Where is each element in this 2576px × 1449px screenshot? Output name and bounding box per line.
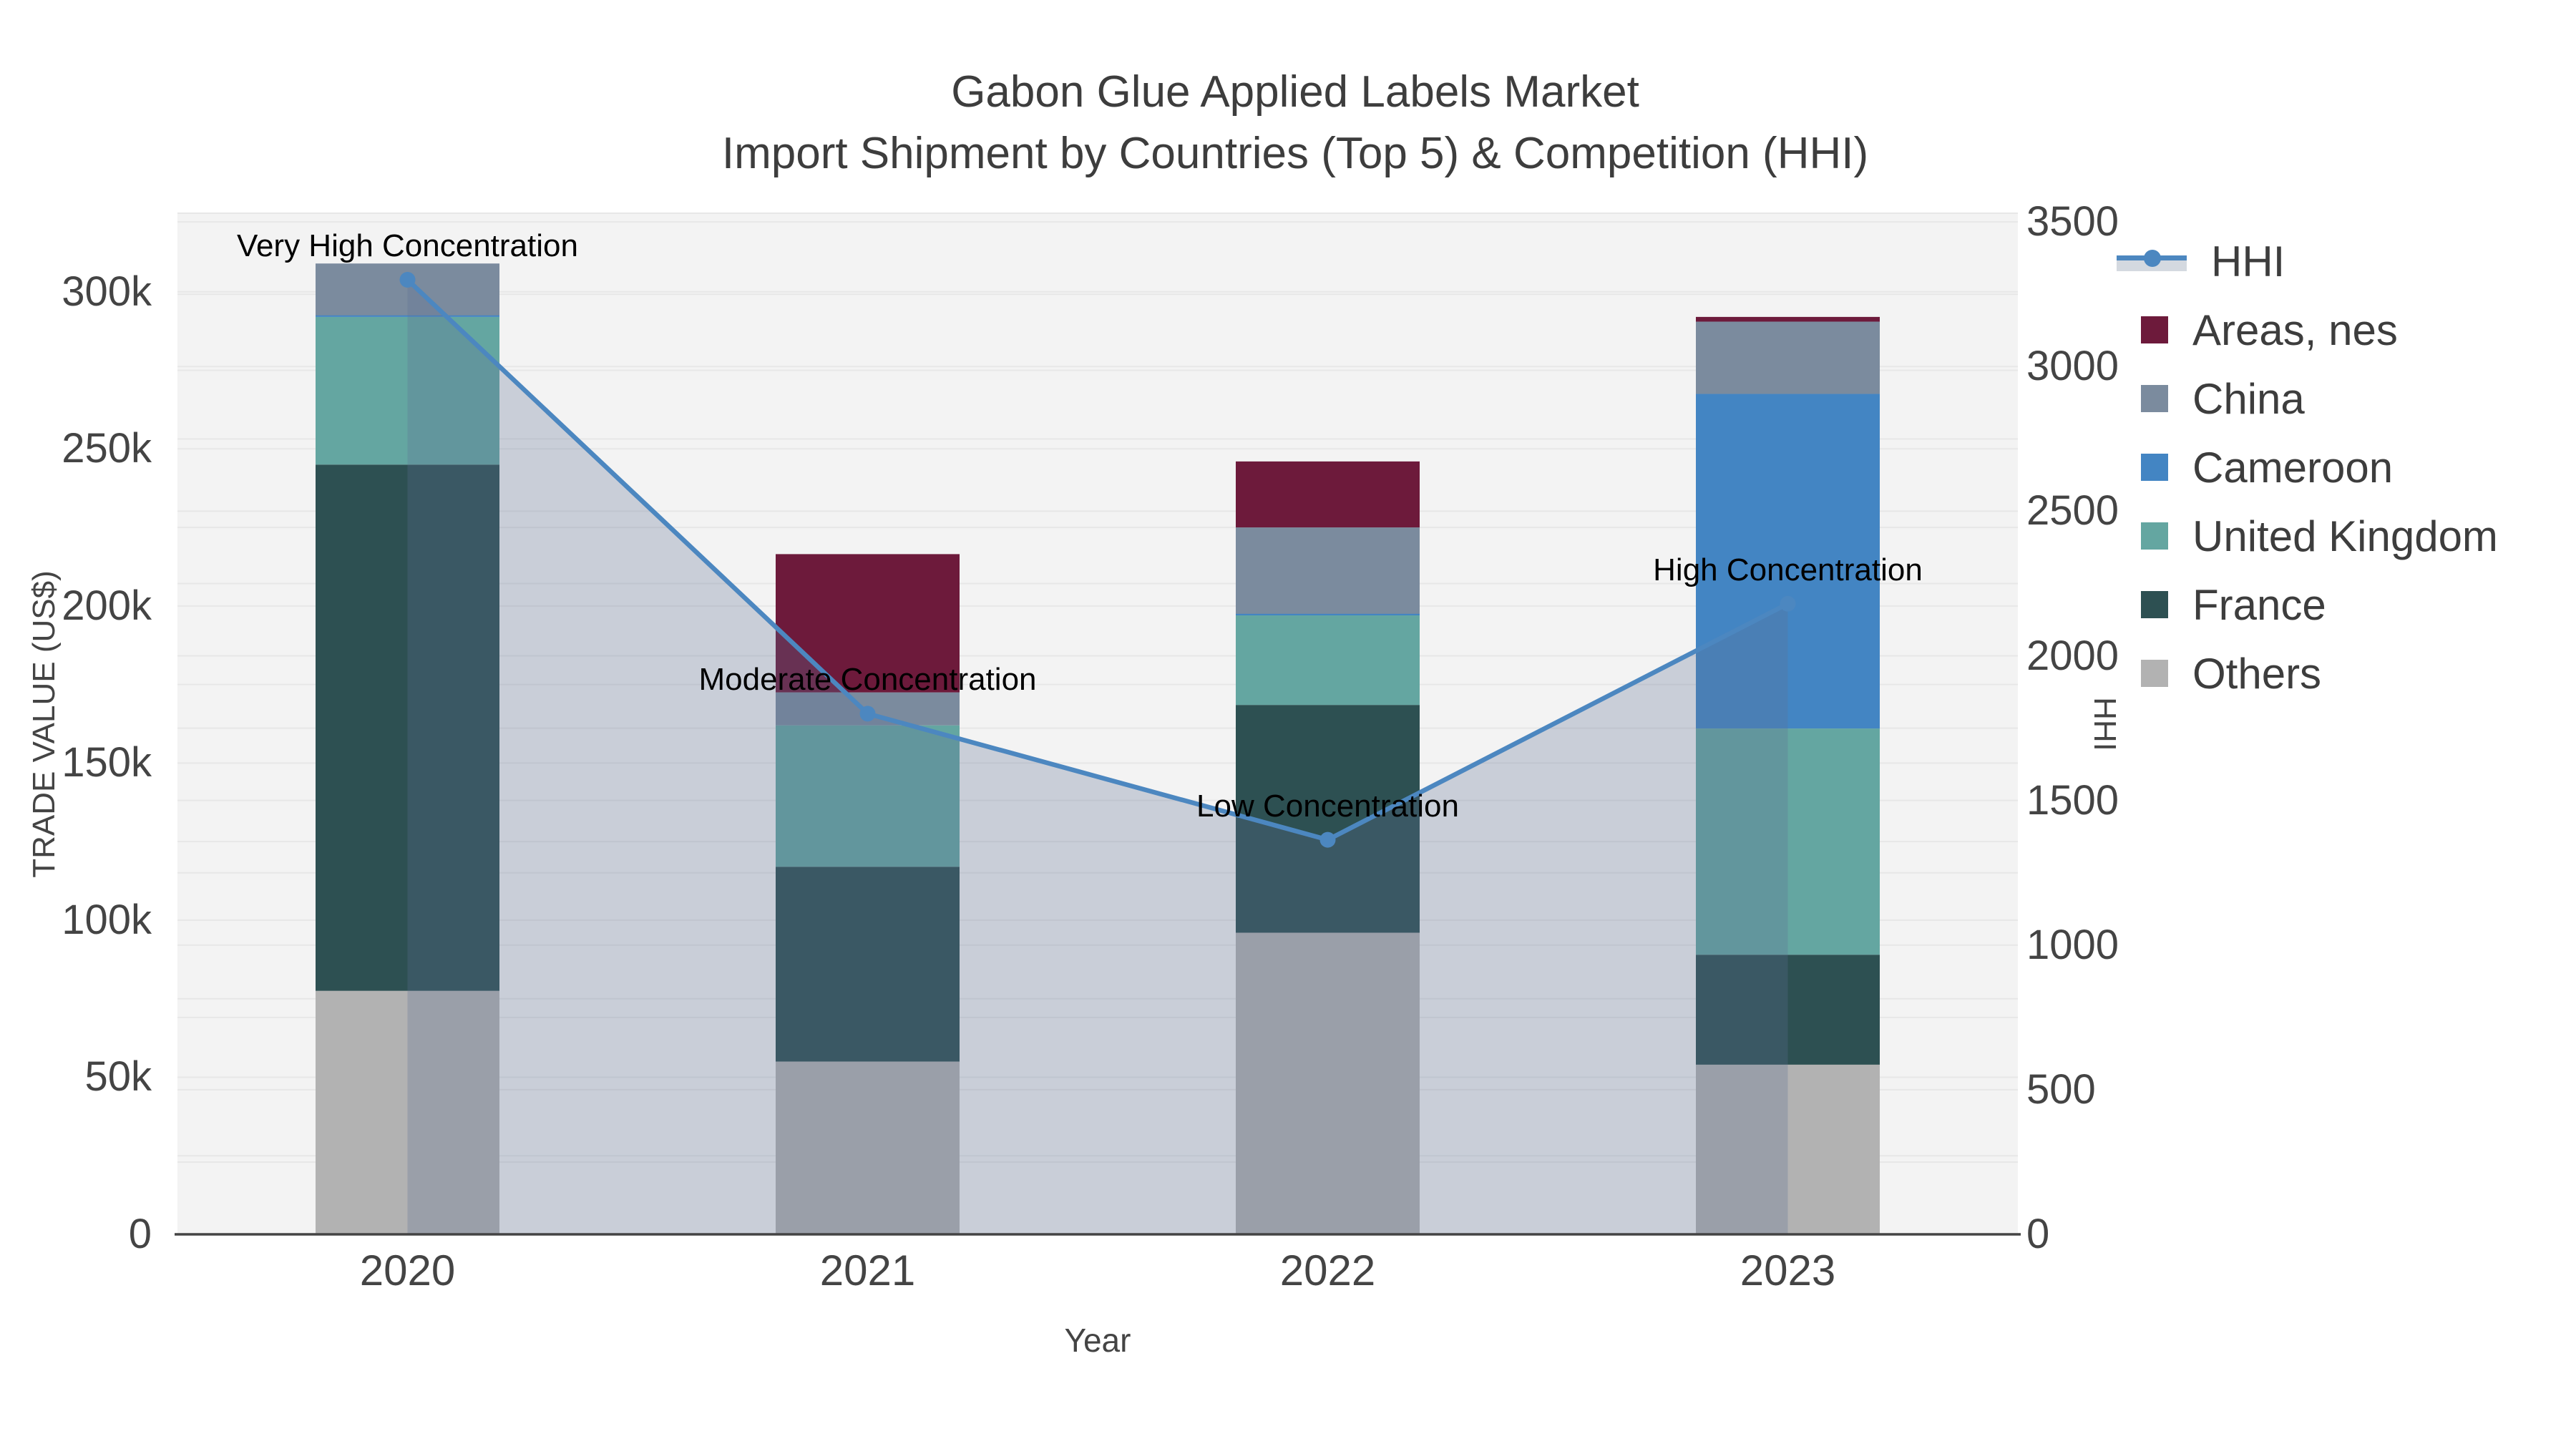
france-swatch — [2141, 591, 2168, 618]
cameroon-swatch — [2141, 454, 2168, 481]
bar-segment-2021-areas-nes — [776, 554, 960, 693]
hhi-marker-swatch — [2144, 250, 2161, 267]
hhi-point-2020 — [399, 271, 416, 288]
legend-label-france: France — [2192, 580, 2326, 629]
x-tick-2022: 2022 — [1279, 1246, 1376, 1294]
legend-item-areas-nes[interactable]: Areas, nes — [2117, 296, 2398, 364]
y-axis-title-left: TRADE VALUE (US$) — [26, 570, 62, 878]
bar-segment-2023-china — [1696, 321, 1880, 394]
bar-segment-2021-france — [776, 867, 960, 1062]
legend-label-others: Others — [2192, 649, 2322, 698]
bar-segment-2023-others — [1696, 1064, 1880, 1234]
chart-title-line1: Gabon Glue Applied Labels Market — [951, 67, 1639, 117]
y-right-tick-2000: 2000 — [2026, 632, 2119, 679]
bar-segment-2023-cameroon — [1696, 394, 1880, 729]
bar-segment-2022-others — [1236, 932, 1420, 1234]
bar-segment-2020-united-kingdom — [316, 316, 499, 465]
annotation-low-concentration: Low Concentration — [1196, 788, 1459, 824]
legend-item-hhi[interactable]: HHI — [2117, 227, 2285, 296]
x-tick-2023: 2023 — [1740, 1246, 1836, 1294]
legend-item-others[interactable]: Others — [2117, 639, 2321, 708]
annotation-moderate-concentration: Moderate Concentration — [698, 662, 1037, 698]
annotation-high-concentration: High Concentration — [1653, 552, 1923, 587]
bar-segment-2021-united-kingdom — [776, 725, 960, 867]
legend-label-areas-nes: Areas, nes — [2192, 306, 2398, 354]
others-swatch — [2141, 660, 2168, 687]
y-right-tick-3000: 3000 — [2026, 343, 2119, 390]
legend-label-united-kingdom: United Kingdom — [2192, 512, 2498, 560]
bar-segment-2022-united-kingdom — [1236, 615, 1420, 706]
bar-segment-2022-china — [1236, 527, 1420, 614]
hhi-area-fill — [407, 279, 1788, 1235]
x-axis-title: Year — [1064, 1322, 1131, 1359]
y-left-tick-150k: 150k — [62, 739, 152, 786]
bar-segment-2022-areas-nes — [1236, 461, 1420, 528]
y-right-tick-0: 0 — [2026, 1211, 2050, 1257]
bar-segment-2023-united-kingdom — [1696, 728, 1880, 955]
y-right-tick-1500: 1500 — [2026, 776, 2119, 824]
x-tick-2020: 2020 — [359, 1246, 456, 1294]
hhi-point-2022 — [1319, 831, 1336, 848]
y-left-tick-50k: 50k — [84, 1053, 152, 1101]
hhi-point-2021 — [859, 706, 876, 722]
united-kingdom-swatch — [2141, 522, 2168, 550]
legend-label-hhi: HHI — [2211, 237, 2285, 286]
bar-segment-2020-france — [316, 464, 499, 991]
y-right-tick-500: 500 — [2026, 1065, 2096, 1113]
y-left-tick-200k: 200k — [62, 582, 152, 629]
legend-item-france[interactable]: France — [2117, 570, 2326, 639]
bar-segment-2020-others — [316, 990, 499, 1234]
x-tick-2021: 2021 — [819, 1246, 916, 1294]
hhi-line — [406, 278, 1789, 842]
y-left-tick-0: 0 — [128, 1211, 152, 1257]
y-left-tick-300k: 300k — [62, 268, 152, 315]
y-right-tick-2500: 2500 — [2026, 487, 2119, 535]
legend-label-china: China — [2192, 374, 2305, 423]
y-right-tick-3500: 3500 — [2026, 198, 2119, 245]
y-left-tick-100k: 100k — [62, 896, 152, 943]
legend-item-cameroon[interactable]: Cameroon — [2117, 433, 2393, 502]
legend-label-cameroon: Cameroon — [2192, 443, 2394, 492]
bar-segment-2022-france — [1236, 705, 1420, 933]
y-left-tick-250k: 250k — [62, 425, 152, 472]
chart-title: Gabon Glue Applied Labels Market Import … — [436, 62, 2154, 185]
areas-nes-swatch — [2141, 316, 2168, 343]
bar-segment-2023-areas-nes — [1696, 316, 1880, 322]
y-right-tick-1000: 1000 — [2026, 921, 2119, 968]
chart-title-line2: Import Shipment by Countries (Top 5) & C… — [721, 129, 1869, 178]
hhi-legend-swatch — [2117, 245, 2187, 277]
bar-segment-2021-others — [776, 1061, 960, 1234]
annotation-very-high-concentration: Very High Concentration — [237, 228, 578, 263]
bar-segment-2023-france — [1696, 955, 1880, 1065]
legend-item-china[interactable]: China — [2117, 364, 2305, 433]
legend-item-united-kingdom[interactable]: United Kingdom — [2117, 502, 2498, 570]
china-swatch — [2141, 385, 2168, 412]
hhi-point-2023 — [1780, 595, 1796, 612]
